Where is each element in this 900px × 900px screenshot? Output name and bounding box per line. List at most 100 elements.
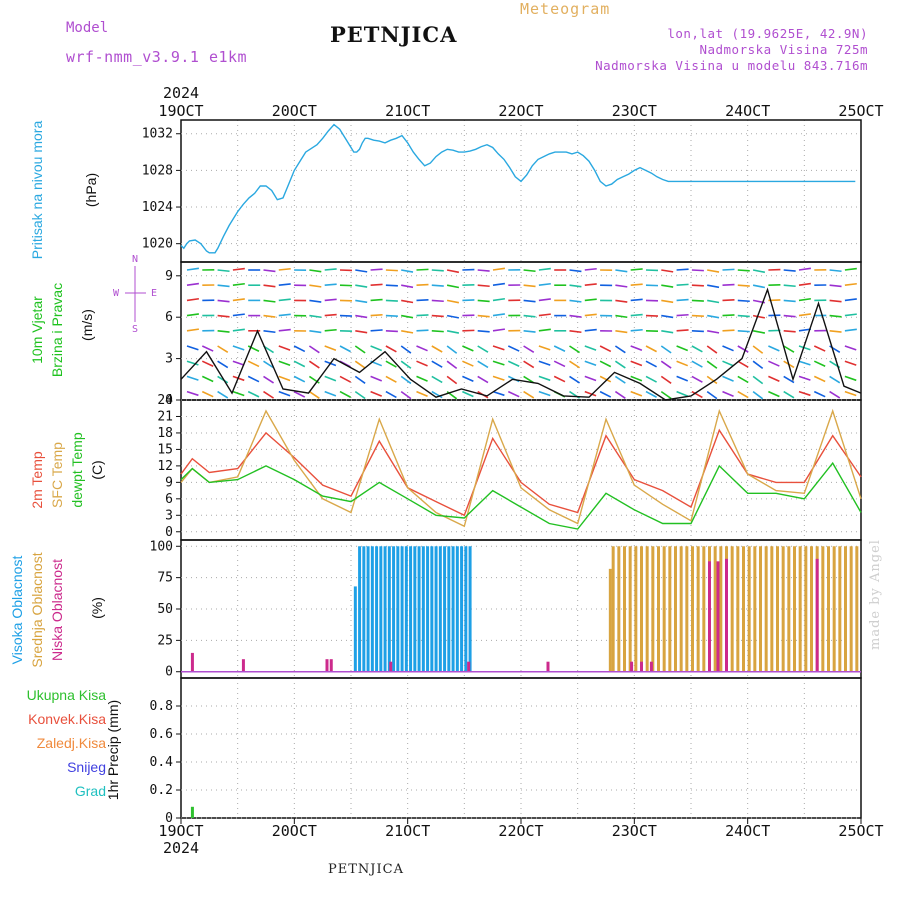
wind-arrow: [385, 375, 397, 383]
wind-arrow: [385, 284, 398, 287]
wind-arrow: [523, 314, 536, 318]
precip-legend-label: Zaledj.Kisa: [37, 735, 106, 751]
pressure-unit-label: (hPa): [83, 173, 99, 207]
wind-arrow: [232, 345, 245, 351]
wind-arrow: [446, 330, 460, 334]
date-label-bottom: 24OCT: [725, 822, 770, 840]
pressure-tick-label: 1024: [142, 200, 173, 215]
temp-tick-label: 18: [157, 426, 173, 441]
wind-arrow: [829, 330, 842, 333]
wind-arrow: [293, 375, 306, 383]
wind-arrow: [217, 269, 230, 273]
wind-arrow: [569, 375, 580, 384]
wind-arrow: [707, 314, 720, 319]
cloud-bar-2: [329, 659, 333, 672]
temp-series-line-0: [180, 428, 862, 517]
cloud-mid-label: Srednja Oblacnost: [29, 552, 45, 667]
cloud-bar-1: [657, 546, 660, 672]
wind-arrow: [707, 330, 720, 334]
cloud-bar-0: [358, 546, 362, 672]
cloud-bar-1: [787, 546, 791, 672]
wind-arrow: [829, 299, 842, 303]
precip-legend-label: Grad: [75, 783, 106, 799]
date-label-bottom: 21OCT: [385, 822, 430, 840]
wind-arrow: [278, 328, 291, 332]
wind-arrow: [385, 345, 397, 353]
product-title: Meteogram: [520, 0, 611, 18]
wind-arrow: [630, 345, 643, 352]
wind-arrow: [385, 360, 397, 368]
cloud-bar-1: [640, 546, 643, 672]
cloud-bar-0: [366, 546, 370, 672]
cloud-bar-1: [662, 546, 666, 672]
temp-sfc-label: SFC Temp: [49, 442, 65, 508]
cloud-bar-1: [747, 546, 751, 672]
wind-arrow: [400, 375, 412, 385]
wind-arrow: [263, 360, 274, 369]
wind-arrow: [752, 360, 764, 370]
wind-arrow: [615, 284, 628, 288]
wind-arrow: [752, 345, 764, 354]
wind-arrow: [477, 284, 490, 288]
precip-tick-label: 0.2: [150, 783, 173, 798]
wind-arrow: [293, 345, 306, 353]
cloud-bar-1: [608, 568, 612, 672]
wind-arrow: [523, 330, 536, 333]
cloud-bar-1: [696, 546, 700, 672]
wind-arrow: [844, 345, 857, 351]
date-label-top: 24OCT: [725, 102, 770, 120]
cloud-bar-0: [413, 546, 417, 672]
wind-arrow: [813, 360, 826, 367]
cloud-bar-0: [383, 546, 387, 672]
wind-arrow: [737, 360, 749, 368]
wind-arrow: [309, 269, 322, 273]
wind-arrow: [813, 390, 826, 398]
wind-arrow: [553, 360, 566, 368]
cloud-bar-1: [628, 546, 632, 672]
wind-arrow: [553, 345, 566, 352]
wind-arrow: [737, 330, 750, 333]
cloud-bar-0: [396, 546, 400, 672]
wind-arrow: [722, 345, 734, 352]
wind-arrow: [263, 330, 276, 334]
cloud-bar-0: [353, 586, 357, 672]
cloud-bar-1: [810, 546, 813, 672]
wind-arrow: [569, 299, 582, 303]
cloud-bar-1: [691, 546, 694, 672]
cloud-bar-1: [702, 546, 706, 672]
wind-arrow: [844, 375, 857, 382]
wind-arrow: [263, 390, 274, 399]
temp-dew-label: dewpt Temp: [69, 432, 85, 507]
wind-arrow: [401, 330, 414, 334]
wind-arrow: [584, 283, 597, 286]
pressure-tick-label: 1028: [142, 163, 173, 178]
cloud-bar-1: [674, 546, 677, 672]
cloud-bar-1: [736, 546, 740, 672]
wind-arrow: [783, 345, 795, 353]
wind-arrow: [308, 360, 320, 369]
temp-unit-label: (C): [89, 460, 105, 479]
wind-arrow: [661, 314, 674, 319]
date-label-top: 21OCT: [385, 102, 430, 120]
wind-arrow: [844, 328, 857, 332]
wind-arrow: [707, 299, 720, 304]
cloud-bar-0: [468, 546, 472, 672]
wind-arrow: [308, 390, 320, 399]
wind-arrow: [615, 330, 628, 334]
cloud-bar-1: [827, 546, 830, 672]
wind-arrow: [232, 298, 245, 302]
wind-arrow: [416, 360, 428, 367]
wind-arrow: [462, 390, 474, 398]
wind-arrow: [324, 283, 337, 286]
wind-arrow: [186, 267, 199, 271]
wind-arrow: [737, 345, 749, 353]
date-label-bottom: 23OCT: [612, 822, 657, 840]
wind-arrow: [431, 269, 444, 272]
wind-arrow: [553, 375, 566, 383]
date-label-top: 25OCT: [838, 102, 883, 120]
wind-arrow: [783, 269, 796, 272]
footer-station: PETNJICA: [328, 862, 404, 877]
wind-arrow: [324, 313, 337, 317]
wind-arrow: [232, 267, 245, 271]
precip-tick-label: 0: [165, 811, 173, 826]
